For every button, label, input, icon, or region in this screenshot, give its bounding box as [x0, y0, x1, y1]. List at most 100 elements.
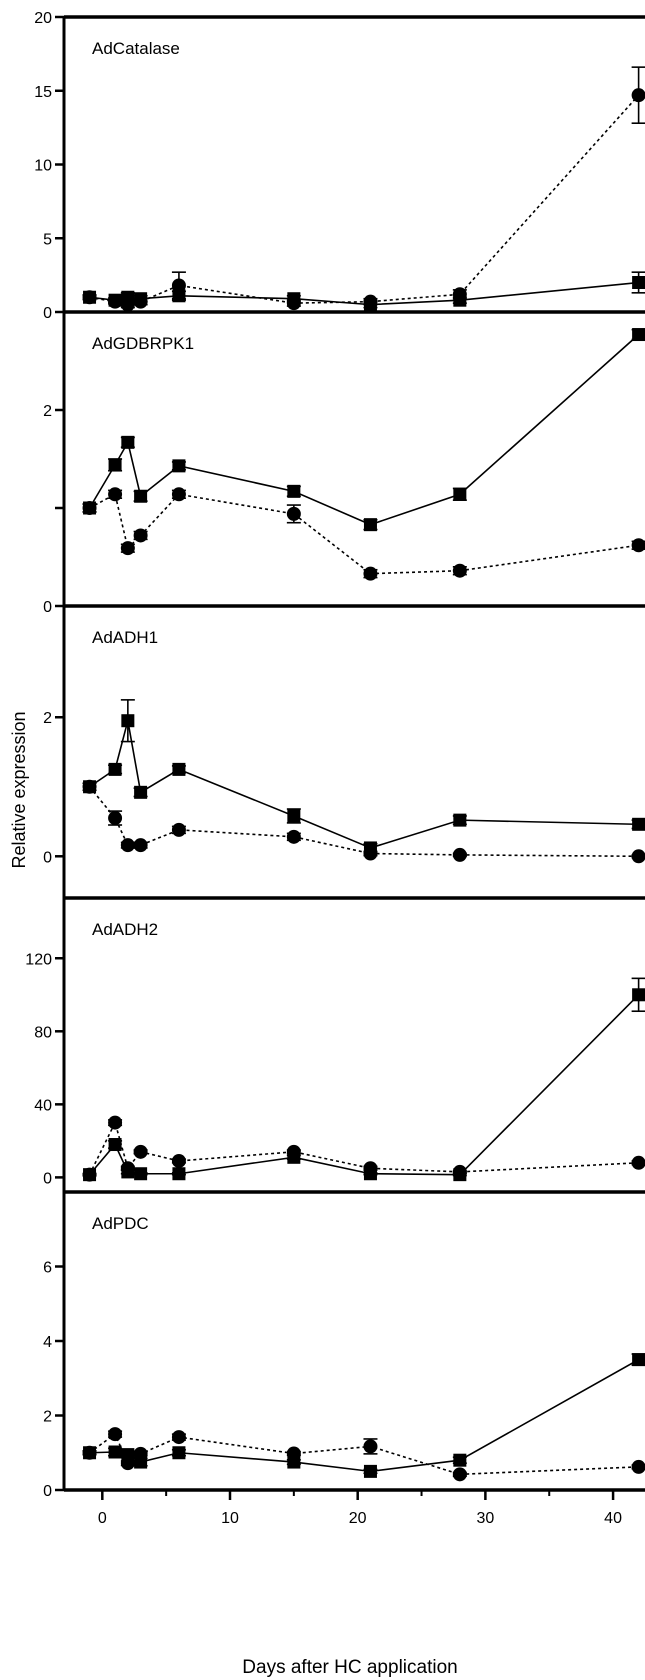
data-point-circle — [120, 297, 135, 312]
series-line-square — [88, 333, 640, 526]
x-tick-label: 20 — [349, 1510, 367, 1527]
data-point-square — [108, 458, 122, 472]
data-point-circle — [133, 294, 148, 309]
data-point-square — [287, 809, 301, 823]
data-point-square — [172, 1167, 186, 1181]
x-tick-label: 40 — [604, 1510, 622, 1527]
data-point-circle — [82, 779, 97, 794]
panel-3: 0 2 AdADH1 — [43, 606, 645, 900]
y-tick-label: 15 — [34, 84, 52, 101]
data-point-circle — [286, 1144, 301, 1159]
data-point-circle — [631, 849, 645, 864]
data-point-circle — [631, 1155, 645, 1170]
data-point-circle — [108, 811, 123, 826]
panel-title: AdADH2 — [92, 920, 158, 939]
data-point-circle — [286, 829, 301, 844]
series-line-square — [88, 994, 640, 1176]
data-point-circle — [133, 838, 148, 853]
data-point-circle — [171, 487, 186, 502]
data-point-circle — [120, 1456, 135, 1471]
y-tick-label: 80 — [34, 1024, 52, 1041]
y-tick-label: 0 — [43, 305, 52, 322]
x-tick-label: 10 — [221, 1510, 239, 1527]
panel-title: AdCatalase — [92, 39, 180, 58]
y-tick-label: 0 — [43, 599, 52, 616]
data-point-circle — [108, 294, 123, 309]
data-point-circle — [108, 487, 123, 502]
data-point-square — [632, 1353, 645, 1367]
y-tick-label: 10 — [34, 158, 52, 175]
y-tick-label: 120 — [25, 951, 52, 968]
data-point-circle — [108, 1115, 123, 1130]
y-tick-label: 0 — [43, 849, 52, 866]
data-point-square — [121, 714, 135, 728]
data-point-circle — [82, 1445, 97, 1460]
panel-4: 0 40 80 120 AdADH2 — [25, 898, 645, 1194]
data-point-square — [134, 1167, 148, 1181]
data-point-circle — [452, 1467, 467, 1482]
data-point-circle — [452, 563, 467, 578]
y-tick-label: 20 — [34, 10, 52, 27]
data-point-square — [363, 1464, 377, 1478]
data-point-circle — [133, 528, 148, 543]
data-point-square — [172, 1446, 186, 1460]
data-point-circle — [363, 1439, 378, 1454]
y-tick-label: 4 — [43, 1334, 52, 1351]
x-tick-label: 0 — [98, 1510, 107, 1527]
data-point-circle — [452, 287, 467, 302]
data-point-square — [287, 484, 301, 498]
data-point-square — [172, 459, 186, 473]
y-tick-label: 40 — [34, 1097, 52, 1114]
data-point-square — [632, 817, 645, 831]
data-point-square — [172, 762, 186, 776]
data-point-circle — [82, 290, 97, 305]
data-point-circle — [171, 1430, 186, 1445]
data-point-square — [363, 518, 377, 532]
series-line-circle — [88, 1120, 639, 1176]
panel-5: 0 2 4 6 AdPDC — [43, 1192, 645, 1500]
series-line-circle — [89, 94, 640, 306]
data-point-circle — [286, 506, 301, 521]
data-point-circle — [286, 296, 301, 311]
panel-title: AdADH1 — [92, 628, 158, 647]
panel-2: 0 2 AdGDBRPK1 — [43, 312, 645, 616]
data-point-square — [108, 1445, 122, 1459]
panels-layer: 05101520AdCatalase02AdGDBRPK102AdADH1040… — [25, 10, 645, 1527]
data-point-circle — [363, 294, 378, 309]
data-point-square — [108, 762, 122, 776]
data-point-square — [632, 988, 645, 1002]
data-point-square — [453, 813, 467, 827]
data-point-square — [632, 276, 645, 289]
data-point-circle — [133, 1144, 148, 1159]
y-tick-label: 0 — [43, 1483, 52, 1500]
data-point-square — [121, 435, 135, 449]
data-point-circle — [631, 88, 645, 103]
y-tick-label: 2 — [43, 403, 52, 420]
data-point-square — [108, 1138, 122, 1152]
data-point-circle — [120, 541, 135, 556]
series-line-circle — [88, 786, 639, 858]
data-point-circle — [171, 278, 186, 293]
data-point-circle — [631, 538, 645, 553]
data-point-circle — [108, 1427, 123, 1442]
data-point-circle — [171, 1153, 186, 1168]
data-point-square — [453, 1453, 467, 1467]
data-point-circle — [171, 822, 186, 837]
panel-1: 0 5 10 15 20 AdCatalase — [34, 10, 645, 322]
y-tick-label: 0 — [43, 1170, 52, 1187]
data-point-square — [632, 328, 645, 342]
data-point-circle — [631, 1459, 645, 1474]
data-point-square — [134, 489, 148, 503]
panel-title: AdGDBRPK1 — [92, 334, 194, 353]
data-point-circle — [82, 501, 97, 515]
data-point-circle — [133, 1446, 148, 1461]
data-point-circle — [286, 1446, 301, 1461]
data-point-circle — [82, 1167, 97, 1182]
data-point-circle — [452, 1164, 467, 1179]
data-point-circle — [452, 847, 467, 862]
x-axis: 0 10 20 30 40 — [98, 1490, 622, 1527]
y-tick-label: 2 — [43, 1409, 52, 1426]
data-point-circle — [363, 566, 378, 581]
series-line-square — [89, 720, 639, 849]
